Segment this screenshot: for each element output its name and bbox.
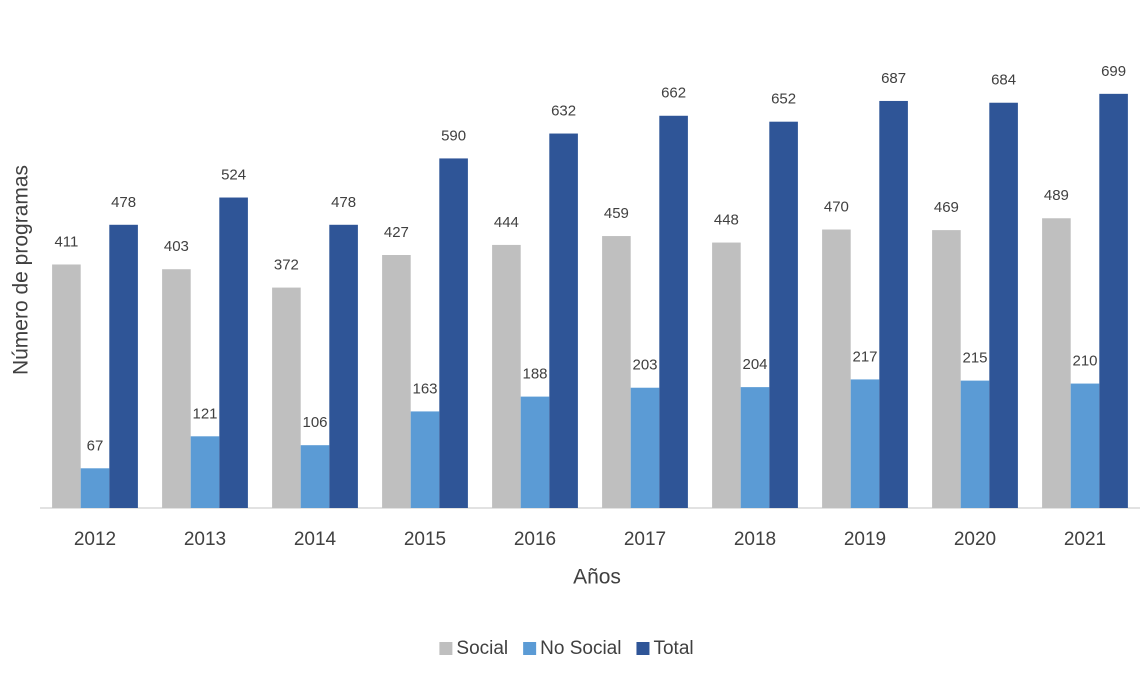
data-label: 203 <box>632 357 657 374</box>
bar <box>80 468 110 508</box>
legend-swatch <box>523 642 537 655</box>
data-label: 210 <box>1072 353 1097 370</box>
bar <box>960 380 990 508</box>
data-label: 215 <box>962 350 987 367</box>
x-tick-label: 2014 <box>294 529 337 550</box>
bar <box>109 224 138 508</box>
data-label: 188 <box>522 366 547 383</box>
legend-label: Social <box>456 638 508 659</box>
data-label: 489 <box>1044 187 1069 204</box>
x-tick-label: 2021 <box>1064 529 1106 550</box>
data-label: 590 <box>441 127 466 144</box>
bar <box>630 387 660 508</box>
legend-swatch <box>439 642 453 655</box>
bar <box>932 230 961 508</box>
data-label: 652 <box>771 91 796 108</box>
x-tick-label: 2013 <box>184 529 226 550</box>
data-label: 427 <box>384 224 409 241</box>
data-label: 470 <box>824 198 849 215</box>
bar <box>492 244 521 508</box>
bar <box>439 158 468 509</box>
data-label: 448 <box>714 212 739 229</box>
bar <box>162 269 191 508</box>
data-label: 444 <box>494 214 519 231</box>
data-label: 411 <box>54 233 78 250</box>
bar <box>300 445 330 508</box>
data-label: 163 <box>412 380 437 397</box>
data-label: 121 <box>192 405 217 422</box>
data-label: 524 <box>221 166 246 183</box>
y-axis-title: Número de programas <box>10 165 33 375</box>
data-label: 459 <box>604 205 629 222</box>
data-label: 687 <box>881 70 906 87</box>
data-label: 106 <box>302 414 327 431</box>
bar <box>52 264 81 508</box>
data-label: 632 <box>551 103 576 120</box>
data-label: 478 <box>111 194 136 211</box>
bar <box>989 102 1018 508</box>
bar <box>850 379 880 508</box>
bar <box>1042 218 1071 508</box>
bar <box>602 236 631 509</box>
legend-label: No Social <box>540 638 621 659</box>
bar <box>659 115 688 508</box>
data-label: 478 <box>331 194 356 211</box>
x-tick-label: 2019 <box>844 529 886 550</box>
bar <box>1099 93 1128 508</box>
bar <box>410 411 440 508</box>
x-tick-label: 2015 <box>404 529 446 550</box>
x-tick-label: 2016 <box>514 529 556 550</box>
data-label: 699 <box>1101 63 1126 80</box>
bar <box>1070 383 1100 508</box>
bar <box>272 287 301 508</box>
x-tick-label: 2018 <box>734 529 776 550</box>
data-label: 217 <box>852 348 877 365</box>
data-label: 403 <box>164 238 189 255</box>
bar <box>740 387 770 508</box>
bar <box>329 224 358 508</box>
data-label: 372 <box>274 257 299 274</box>
data-label: 67 <box>87 437 104 454</box>
x-tick-label: 2012 <box>74 529 116 550</box>
bar <box>769 121 798 508</box>
legend-swatch <box>636 642 650 655</box>
bar <box>520 396 550 508</box>
data-label: 662 <box>661 85 686 102</box>
data-label: 204 <box>742 356 767 373</box>
x-axis-title: Años <box>573 566 621 589</box>
bar <box>219 197 248 508</box>
legend-label: Total <box>653 638 693 659</box>
bar <box>549 133 578 509</box>
data-label: 469 <box>934 199 959 216</box>
bar <box>879 100 908 508</box>
bar <box>712 242 741 508</box>
data-label: 684 <box>991 72 1016 89</box>
x-tick-label: 2020 <box>954 529 996 550</box>
bar <box>190 436 220 508</box>
bar <box>822 229 851 508</box>
bar <box>382 255 411 508</box>
x-tick-label: 2017 <box>624 529 666 550</box>
